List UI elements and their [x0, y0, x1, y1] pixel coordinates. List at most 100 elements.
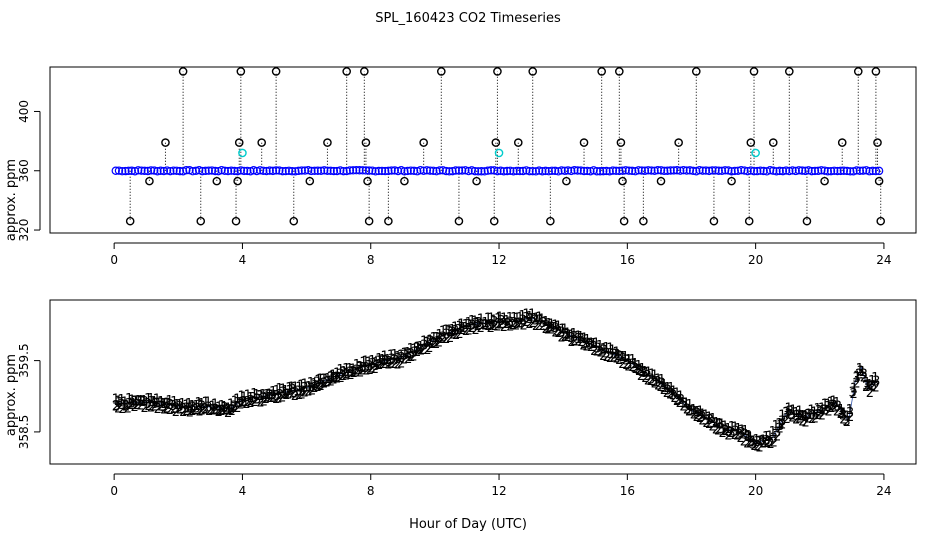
- series-2-marker: 2: [274, 391, 282, 406]
- raw-point: [207, 166, 217, 175]
- series-2-marker: 2: [198, 404, 206, 419]
- outlier-point: [837, 138, 847, 147]
- series-3-marker: 3: [260, 392, 268, 407]
- series-1-marker: 1: [170, 395, 178, 410]
- series-1-marker: 1: [279, 383, 287, 398]
- series-3-marker: 3: [839, 408, 847, 423]
- series-2-marker: 2: [474, 319, 482, 334]
- series-3-marker: 3: [291, 386, 299, 401]
- raw-point: [217, 165, 226, 175]
- series-3-marker: 3: [303, 380, 311, 395]
- figure-title: SPL_160423 CO2 Timeseries: [375, 11, 561, 26]
- top-x-tick-label-4: 4: [239, 253, 247, 267]
- series-3-marker: 3: [435, 331, 443, 346]
- raw-point: [464, 166, 473, 176]
- series-1-marker: 1: [644, 366, 652, 381]
- raw-point: [284, 166, 294, 176]
- raw-point: [756, 166, 765, 175]
- raw-point: [259, 166, 268, 175]
- series-1-marker: 1: [324, 372, 332, 387]
- series-1-marker: 1: [194, 396, 202, 411]
- outlier-point: [871, 67, 881, 76]
- series-1-marker: 1: [669, 385, 677, 400]
- bottom-panel-points: 2132132132132132132132132132132132132132…: [112, 308, 881, 456]
- raw-point: [624, 166, 634, 175]
- series-2-marker: 2: [670, 391, 678, 406]
- outlier-point: [639, 216, 648, 226]
- series-3-marker: 3: [253, 393, 261, 408]
- outlier-point: [419, 138, 428, 147]
- series-3-marker: 3: [862, 378, 870, 393]
- series-2-marker: 2: [201, 402, 209, 417]
- series-1-marker: 1: [833, 396, 841, 411]
- raw-point: [361, 166, 371, 175]
- raw-point: [826, 166, 836, 176]
- series-3-marker: 3: [263, 391, 271, 406]
- series-1-marker: 1: [518, 309, 526, 324]
- raw-point: [358, 166, 367, 175]
- raw-point: [647, 166, 656, 175]
- series-2-marker: 2: [375, 358, 383, 373]
- series-2-marker: 2: [673, 394, 681, 409]
- raw-point: [150, 166, 159, 175]
- series-3-marker: 3: [499, 317, 507, 332]
- outlier-point: [744, 216, 754, 226]
- series-1-marker: 1: [375, 352, 383, 367]
- series-1-marker: 1: [827, 395, 835, 410]
- series-2-marker: 2: [160, 402, 168, 417]
- series-1-marker: 1: [513, 311, 521, 326]
- raw-point: [852, 166, 861, 175]
- series-2-marker: 2: [449, 327, 457, 342]
- series-1-marker: 1: [365, 356, 373, 371]
- raw-point: [425, 166, 435, 175]
- series-2-marker: 2: [579, 339, 587, 354]
- raw-point: [605, 167, 614, 176]
- series-2-marker: 2: [384, 358, 392, 373]
- series-1-marker: 1: [522, 308, 530, 323]
- outlier-point: [233, 176, 242, 186]
- series-2-marker: 2: [320, 376, 328, 391]
- series-2-marker: 2: [282, 388, 290, 403]
- raw-point: [307, 166, 316, 176]
- series-3-marker: 3: [266, 389, 274, 404]
- raw-point: [695, 165, 704, 175]
- series-3-marker: 3: [856, 364, 864, 379]
- raw-point: [518, 166, 528, 176]
- series-3-marker: 3: [339, 366, 347, 381]
- series-3-marker: 3: [510, 316, 518, 331]
- series-2-marker: 2: [432, 337, 440, 352]
- series-3-marker: 3: [172, 401, 180, 416]
- series-1-marker: 1: [285, 381, 293, 396]
- raw-point: [146, 166, 156, 175]
- series-2-marker: 2: [359, 364, 367, 379]
- outlier-point: [615, 67, 624, 76]
- raw-point: [114, 166, 124, 175]
- series-1-marker: 1: [807, 404, 815, 419]
- raw-point: [409, 166, 419, 176]
- series-1-marker: 1: [157, 395, 165, 410]
- series-1-marker: 1: [349, 362, 357, 377]
- series-1-marker: 1: [641, 365, 649, 380]
- series-3-marker: 3: [631, 361, 639, 376]
- outlier-point: [454, 216, 464, 226]
- raw-point: [849, 167, 858, 176]
- raw-point: [159, 166, 169, 176]
- series-2-marker: 2: [657, 380, 665, 395]
- series-1-marker: 1: [563, 326, 571, 341]
- series-1-marker: 1: [333, 367, 341, 382]
- series-2-marker: 2: [233, 401, 241, 416]
- series-3-marker: 3: [628, 358, 636, 373]
- series-1-marker: 1: [456, 319, 464, 334]
- raw-point: [833, 166, 842, 176]
- raw-point: [554, 167, 563, 176]
- series-1-marker: 1: [244, 389, 252, 404]
- series-1-marker: 1: [301, 377, 309, 392]
- raw-point: [506, 166, 515, 175]
- series-3-marker: 3: [333, 370, 341, 385]
- series-2-marker: 2: [871, 381, 879, 396]
- series-1-marker: 1: [297, 378, 305, 393]
- series-2-marker: 2: [733, 428, 741, 443]
- series-1-marker: 1: [801, 409, 809, 424]
- series-3-marker: 3: [660, 381, 668, 396]
